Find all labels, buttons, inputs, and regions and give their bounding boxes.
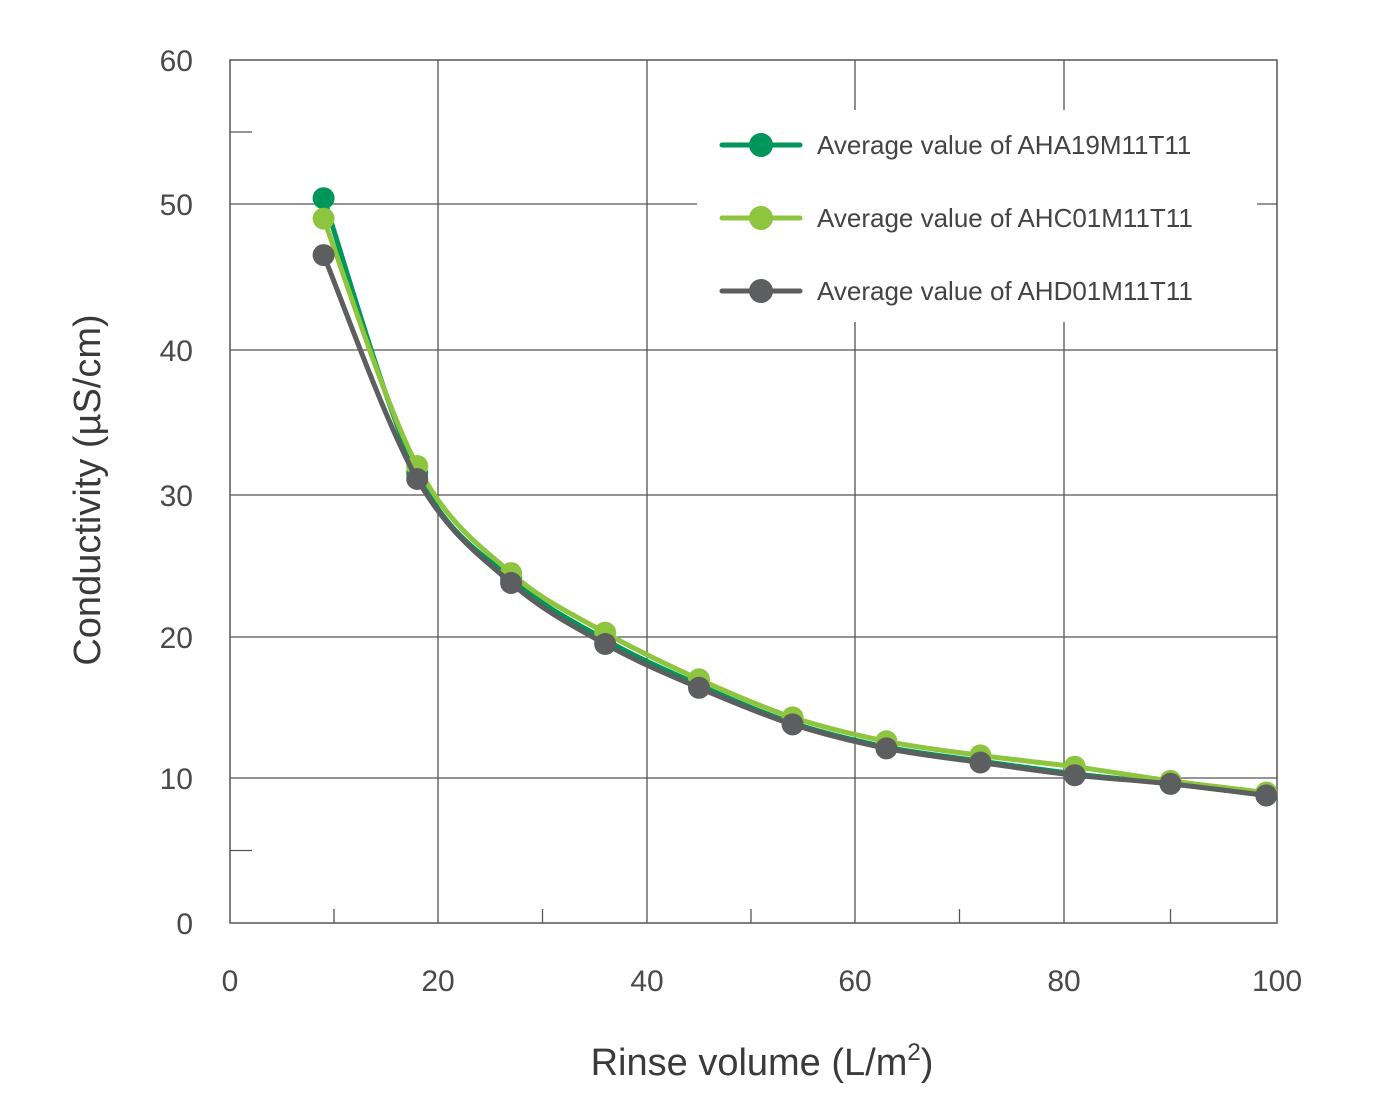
y-tick-label: 20 xyxy=(160,622,193,655)
y-tick-label: 0 xyxy=(176,908,193,941)
x-tick-label: 100 xyxy=(1252,965,1302,998)
data-point xyxy=(969,751,992,774)
legend-item: Average value of AHC01M11T11 xyxy=(719,203,1193,233)
legend-marker xyxy=(749,133,773,157)
y-axis-title: Conductivity (µS/cm) xyxy=(67,314,109,665)
legend-label: Average value of AHD01M11T11 xyxy=(817,276,1193,306)
data-point xyxy=(500,572,523,594)
y-tick-label: 30 xyxy=(160,480,193,513)
x-axis-title-suffix: ) xyxy=(921,1042,934,1084)
data-point xyxy=(1063,764,1086,787)
x-tick-label: 60 xyxy=(838,965,871,998)
legend-label: Average value of AHA19M11T11 xyxy=(817,130,1191,160)
series-3 xyxy=(312,244,1278,807)
data-point xyxy=(594,633,617,655)
data-point xyxy=(875,737,898,760)
y-axis-tick-labels: 0 10 20 30 40 50 60 xyxy=(160,45,193,941)
data-point xyxy=(312,187,335,210)
x-tick-label: 0 xyxy=(222,965,239,998)
legend-marker xyxy=(749,206,773,230)
legend-item: Average value of AHA19M11T11 xyxy=(719,130,1191,160)
data-point xyxy=(781,713,804,736)
x-axis-title-main: Rinse volume (L/m xyxy=(591,1042,908,1084)
data-point xyxy=(1159,772,1182,795)
x-axis-title-superscript: 2 xyxy=(907,1039,920,1066)
plot-frame xyxy=(229,59,1278,924)
y-tick-label: 10 xyxy=(160,763,193,796)
legend: Average value of AHA19M11T11 Average valu… xyxy=(697,110,1257,322)
x-tick-label: 40 xyxy=(630,965,663,998)
x-axis-title: Rinse volume (L/m2) xyxy=(591,1039,934,1084)
data-point xyxy=(1255,784,1278,807)
legend-marker xyxy=(749,279,773,303)
legend-item: Average value of AHD01M11T11 xyxy=(719,276,1193,306)
y-tick-label: 40 xyxy=(160,335,193,368)
x-tick-label: 20 xyxy=(421,965,454,998)
y-tick-label: 50 xyxy=(160,189,193,222)
x-tick-label: 80 xyxy=(1047,965,1080,998)
x-axis-tick-labels: 0 20 40 60 80 100 xyxy=(222,965,1302,998)
series-line xyxy=(321,252,1269,798)
data-point xyxy=(312,244,335,267)
legend-label: Average value of AHC01M11T11 xyxy=(817,203,1193,233)
data-point xyxy=(688,676,710,699)
minor-ticks xyxy=(230,131,1172,923)
data-series xyxy=(312,187,1278,807)
data-point xyxy=(312,207,335,230)
y-tick-label: 60 xyxy=(160,45,193,78)
data-point xyxy=(406,468,429,490)
